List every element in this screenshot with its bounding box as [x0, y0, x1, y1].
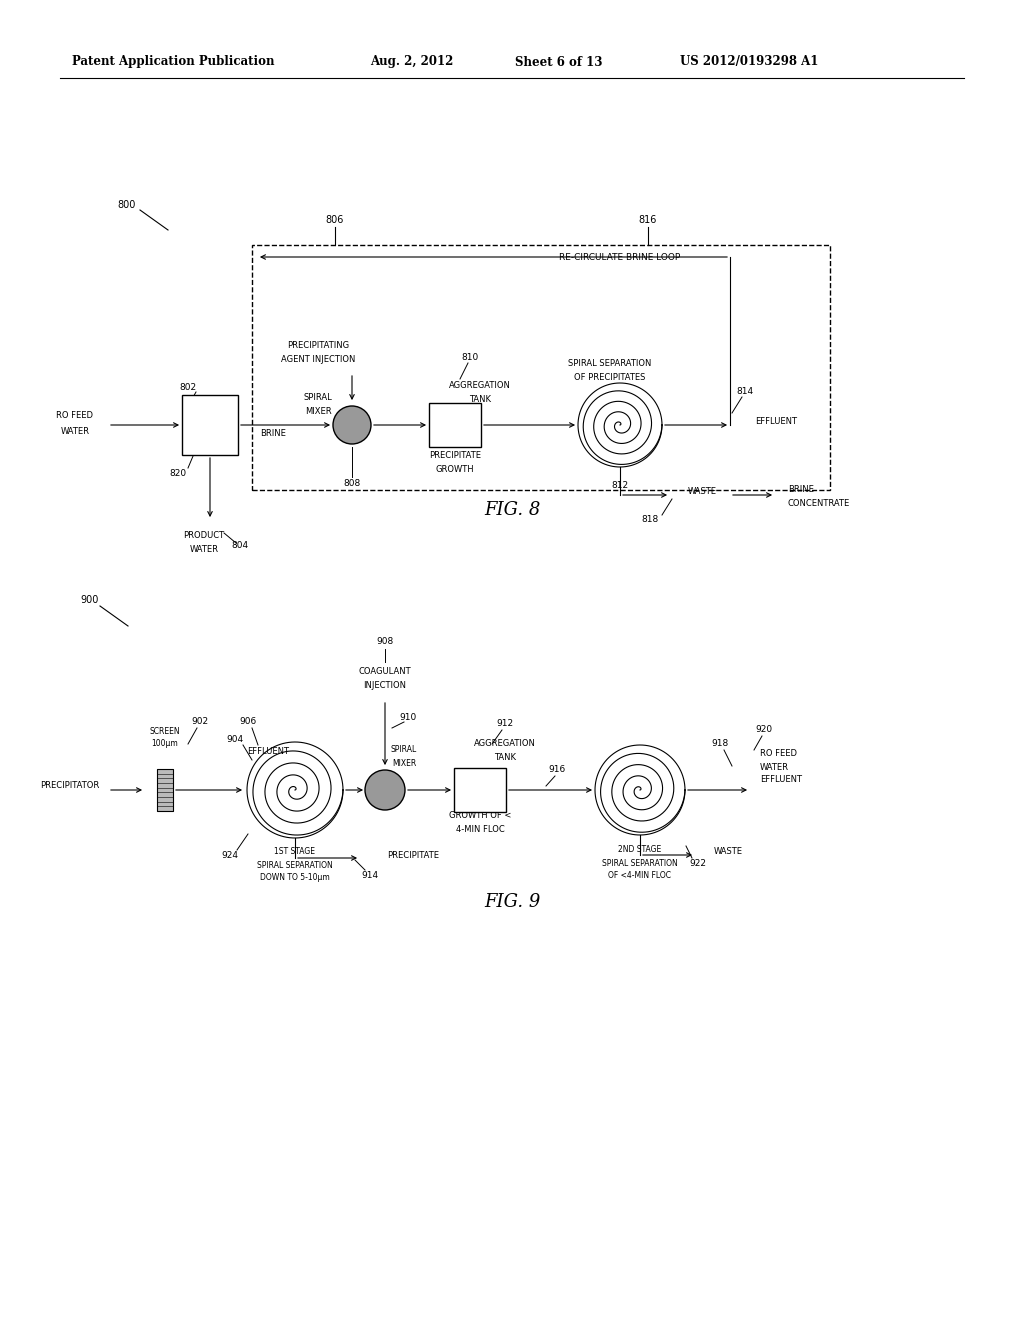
Text: PRECIPITATE: PRECIPITATE — [387, 850, 439, 859]
Text: WATER: WATER — [760, 763, 790, 772]
Text: WASTE: WASTE — [714, 847, 743, 857]
Text: RO FEED: RO FEED — [760, 750, 797, 759]
Text: Aug. 2, 2012: Aug. 2, 2012 — [370, 55, 454, 69]
Bar — [157, 770, 173, 810]
Text: 924: 924 — [221, 850, 239, 859]
Text: AGGREGATION: AGGREGATION — [450, 380, 511, 389]
Text: 818: 818 — [641, 516, 658, 524]
Text: SPIRAL SEPARATION: SPIRAL SEPARATION — [257, 861, 333, 870]
Text: GROWTH OF <: GROWTH OF < — [449, 812, 511, 821]
Text: 1ST STAGE: 1ST STAGE — [274, 847, 315, 857]
Text: 800: 800 — [118, 201, 136, 210]
Text: MIXER: MIXER — [305, 407, 332, 416]
Circle shape — [365, 770, 406, 810]
Text: PRECIPITATING: PRECIPITATING — [287, 341, 349, 350]
Text: OF PRECIPITATES: OF PRECIPITATES — [574, 372, 646, 381]
Text: EFFLUENT: EFFLUENT — [247, 747, 289, 756]
Text: 914: 914 — [361, 871, 379, 880]
Text: 2ND STAGE: 2ND STAGE — [618, 846, 662, 854]
Text: 802: 802 — [179, 383, 197, 392]
Text: FIG. 8: FIG. 8 — [483, 502, 541, 519]
Text: COAGULANT: COAGULANT — [358, 668, 412, 676]
Text: BRINE: BRINE — [260, 429, 286, 438]
Text: SPIRAL: SPIRAL — [304, 392, 333, 401]
Text: WATER: WATER — [189, 544, 218, 553]
Text: WASTE: WASTE — [688, 487, 717, 495]
Text: TANK: TANK — [494, 754, 516, 763]
Text: 804: 804 — [231, 540, 249, 549]
Circle shape — [333, 407, 371, 444]
Bar — [252, 246, 830, 490]
Text: 918: 918 — [712, 739, 729, 748]
Bar — [182, 395, 238, 455]
Text: GROWTH: GROWTH — [435, 465, 474, 474]
Text: 4-MIN FLOC: 4-MIN FLOC — [456, 825, 505, 834]
Text: DOWN TO 5-10µm: DOWN TO 5-10µm — [260, 874, 330, 883]
Text: 812: 812 — [611, 480, 629, 490]
Text: BRINE: BRINE — [788, 484, 814, 494]
Text: Patent Application Publication: Patent Application Publication — [72, 55, 274, 69]
Text: US 2012/0193298 A1: US 2012/0193298 A1 — [680, 55, 818, 69]
Text: TANK: TANK — [469, 395, 490, 404]
Text: 906: 906 — [240, 718, 257, 726]
Text: RO FEED: RO FEED — [56, 411, 93, 420]
Text: Sheet 6 of 13: Sheet 6 of 13 — [515, 55, 602, 69]
Text: PRECIPITATOR: PRECIPITATOR — [40, 781, 99, 791]
Text: 902: 902 — [191, 718, 209, 726]
Text: AGENT INJECTION: AGENT INJECTION — [281, 355, 355, 363]
Text: FIG. 9: FIG. 9 — [483, 894, 541, 911]
Text: UNIT: UNIT — [198, 429, 222, 437]
Text: 900: 900 — [81, 595, 99, 605]
Text: RO: RO — [203, 411, 217, 420]
Text: 816: 816 — [639, 215, 657, 224]
Text: 908: 908 — [377, 638, 393, 647]
Text: 910: 910 — [399, 714, 417, 722]
Text: 100µm: 100µm — [152, 739, 178, 748]
Text: 912: 912 — [497, 719, 514, 729]
Text: 922: 922 — [689, 858, 707, 867]
Text: SCREEN: SCREEN — [150, 727, 180, 737]
Text: WATER: WATER — [60, 428, 89, 437]
Text: CONCENTRATE: CONCENTRATE — [788, 499, 850, 507]
Text: 916: 916 — [549, 766, 565, 775]
Text: MIXER: MIXER — [392, 759, 416, 767]
Text: 814: 814 — [736, 387, 754, 396]
Bar — [454, 768, 506, 812]
Text: 820: 820 — [169, 469, 186, 478]
Text: 904: 904 — [226, 735, 244, 744]
Text: SPIRAL SEPARATION: SPIRAL SEPARATION — [602, 858, 678, 867]
Text: AGGREGATION: AGGREGATION — [474, 739, 536, 748]
Text: EFFLUENT: EFFLUENT — [760, 776, 802, 784]
Text: SPIRAL: SPIRAL — [391, 746, 417, 755]
Text: INJECTION: INJECTION — [364, 681, 407, 690]
Text: EFFLUENT: EFFLUENT — [755, 417, 797, 425]
Text: 920: 920 — [756, 726, 772, 734]
Text: 806: 806 — [326, 215, 344, 224]
Text: OF <4-MIN FLOC: OF <4-MIN FLOC — [608, 871, 672, 880]
Bar — [429, 403, 481, 447]
Text: 808: 808 — [343, 479, 360, 487]
Text: PRECIPITATE: PRECIPITATE — [429, 450, 481, 459]
Text: 810: 810 — [462, 352, 478, 362]
Text: SPIRAL SEPARATION: SPIRAL SEPARATION — [568, 359, 651, 367]
Text: PRODUCT: PRODUCT — [183, 531, 224, 540]
Text: RE-CIRCULATE BRINE LOOP: RE-CIRCULATE BRINE LOOP — [559, 252, 681, 261]
